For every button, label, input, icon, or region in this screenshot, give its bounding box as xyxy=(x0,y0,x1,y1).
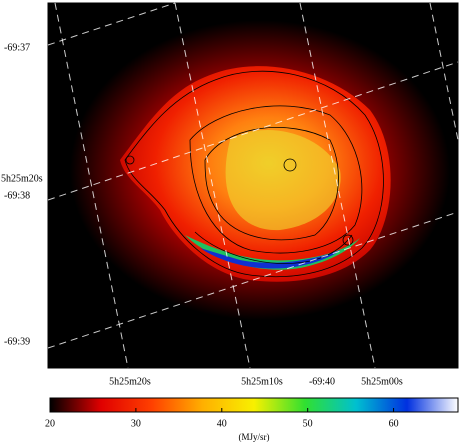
colorbar xyxy=(49,397,459,413)
colorbar-tick-label: 50 xyxy=(303,418,313,429)
y-coordinate-label: 5h25m20s xyxy=(1,173,43,184)
coordinate-grid xyxy=(47,2,459,369)
colorbar-tick-label: 30 xyxy=(131,418,141,429)
contours xyxy=(124,70,384,278)
x-coordinate-label: 5h25m10s xyxy=(241,376,283,387)
y-coordinate-label: -69:37 xyxy=(4,42,30,53)
y-coordinate-label: -69:39 xyxy=(4,336,30,347)
y-coordinate-label: -69:38 xyxy=(4,190,30,201)
colorbar-label: (MJy/sr) xyxy=(239,432,270,442)
x-coordinate-label: -69:40 xyxy=(309,376,335,387)
colorbar-tick-label: 20 xyxy=(45,418,55,429)
x-coordinate-label: 5h25m20s xyxy=(109,376,151,387)
colorbar-tick-label: 60 xyxy=(389,418,399,429)
ridge-blue xyxy=(200,248,340,269)
bright-center xyxy=(225,130,341,231)
colorbar-tick-label: 40 xyxy=(217,418,227,429)
x-coordinate-label: 5h25m00s xyxy=(361,376,403,387)
